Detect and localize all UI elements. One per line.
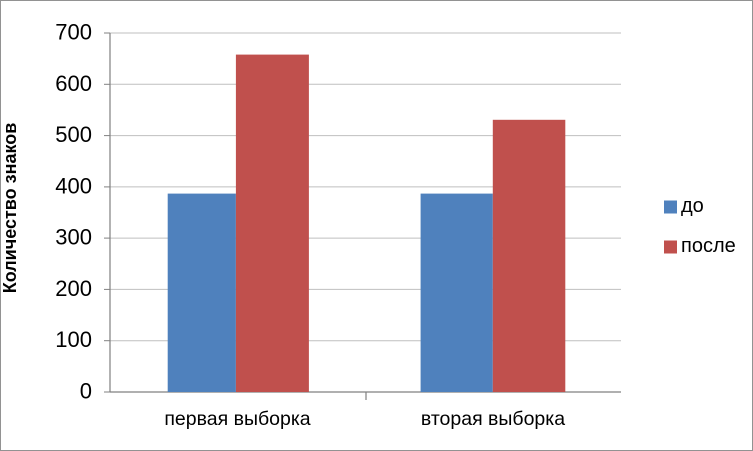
svg-text:Количество знаков: Количество знаков (1, 123, 20, 294)
svg-text:700: 700 (55, 20, 92, 45)
svg-text:600: 600 (55, 71, 92, 96)
svg-text:до: до (681, 195, 704, 217)
svg-text:после: после (681, 235, 736, 257)
svg-text:400: 400 (55, 173, 92, 198)
svg-text:0: 0 (80, 379, 92, 404)
svg-text:100: 100 (55, 327, 92, 352)
svg-text:300: 300 (55, 225, 92, 250)
svg-text:первая выборка: первая выборка (164, 408, 310, 430)
svg-text:500: 500 (55, 122, 92, 147)
svg-text:200: 200 (55, 276, 92, 301)
svg-text:вторая выборка: вторая выборка (421, 408, 565, 430)
